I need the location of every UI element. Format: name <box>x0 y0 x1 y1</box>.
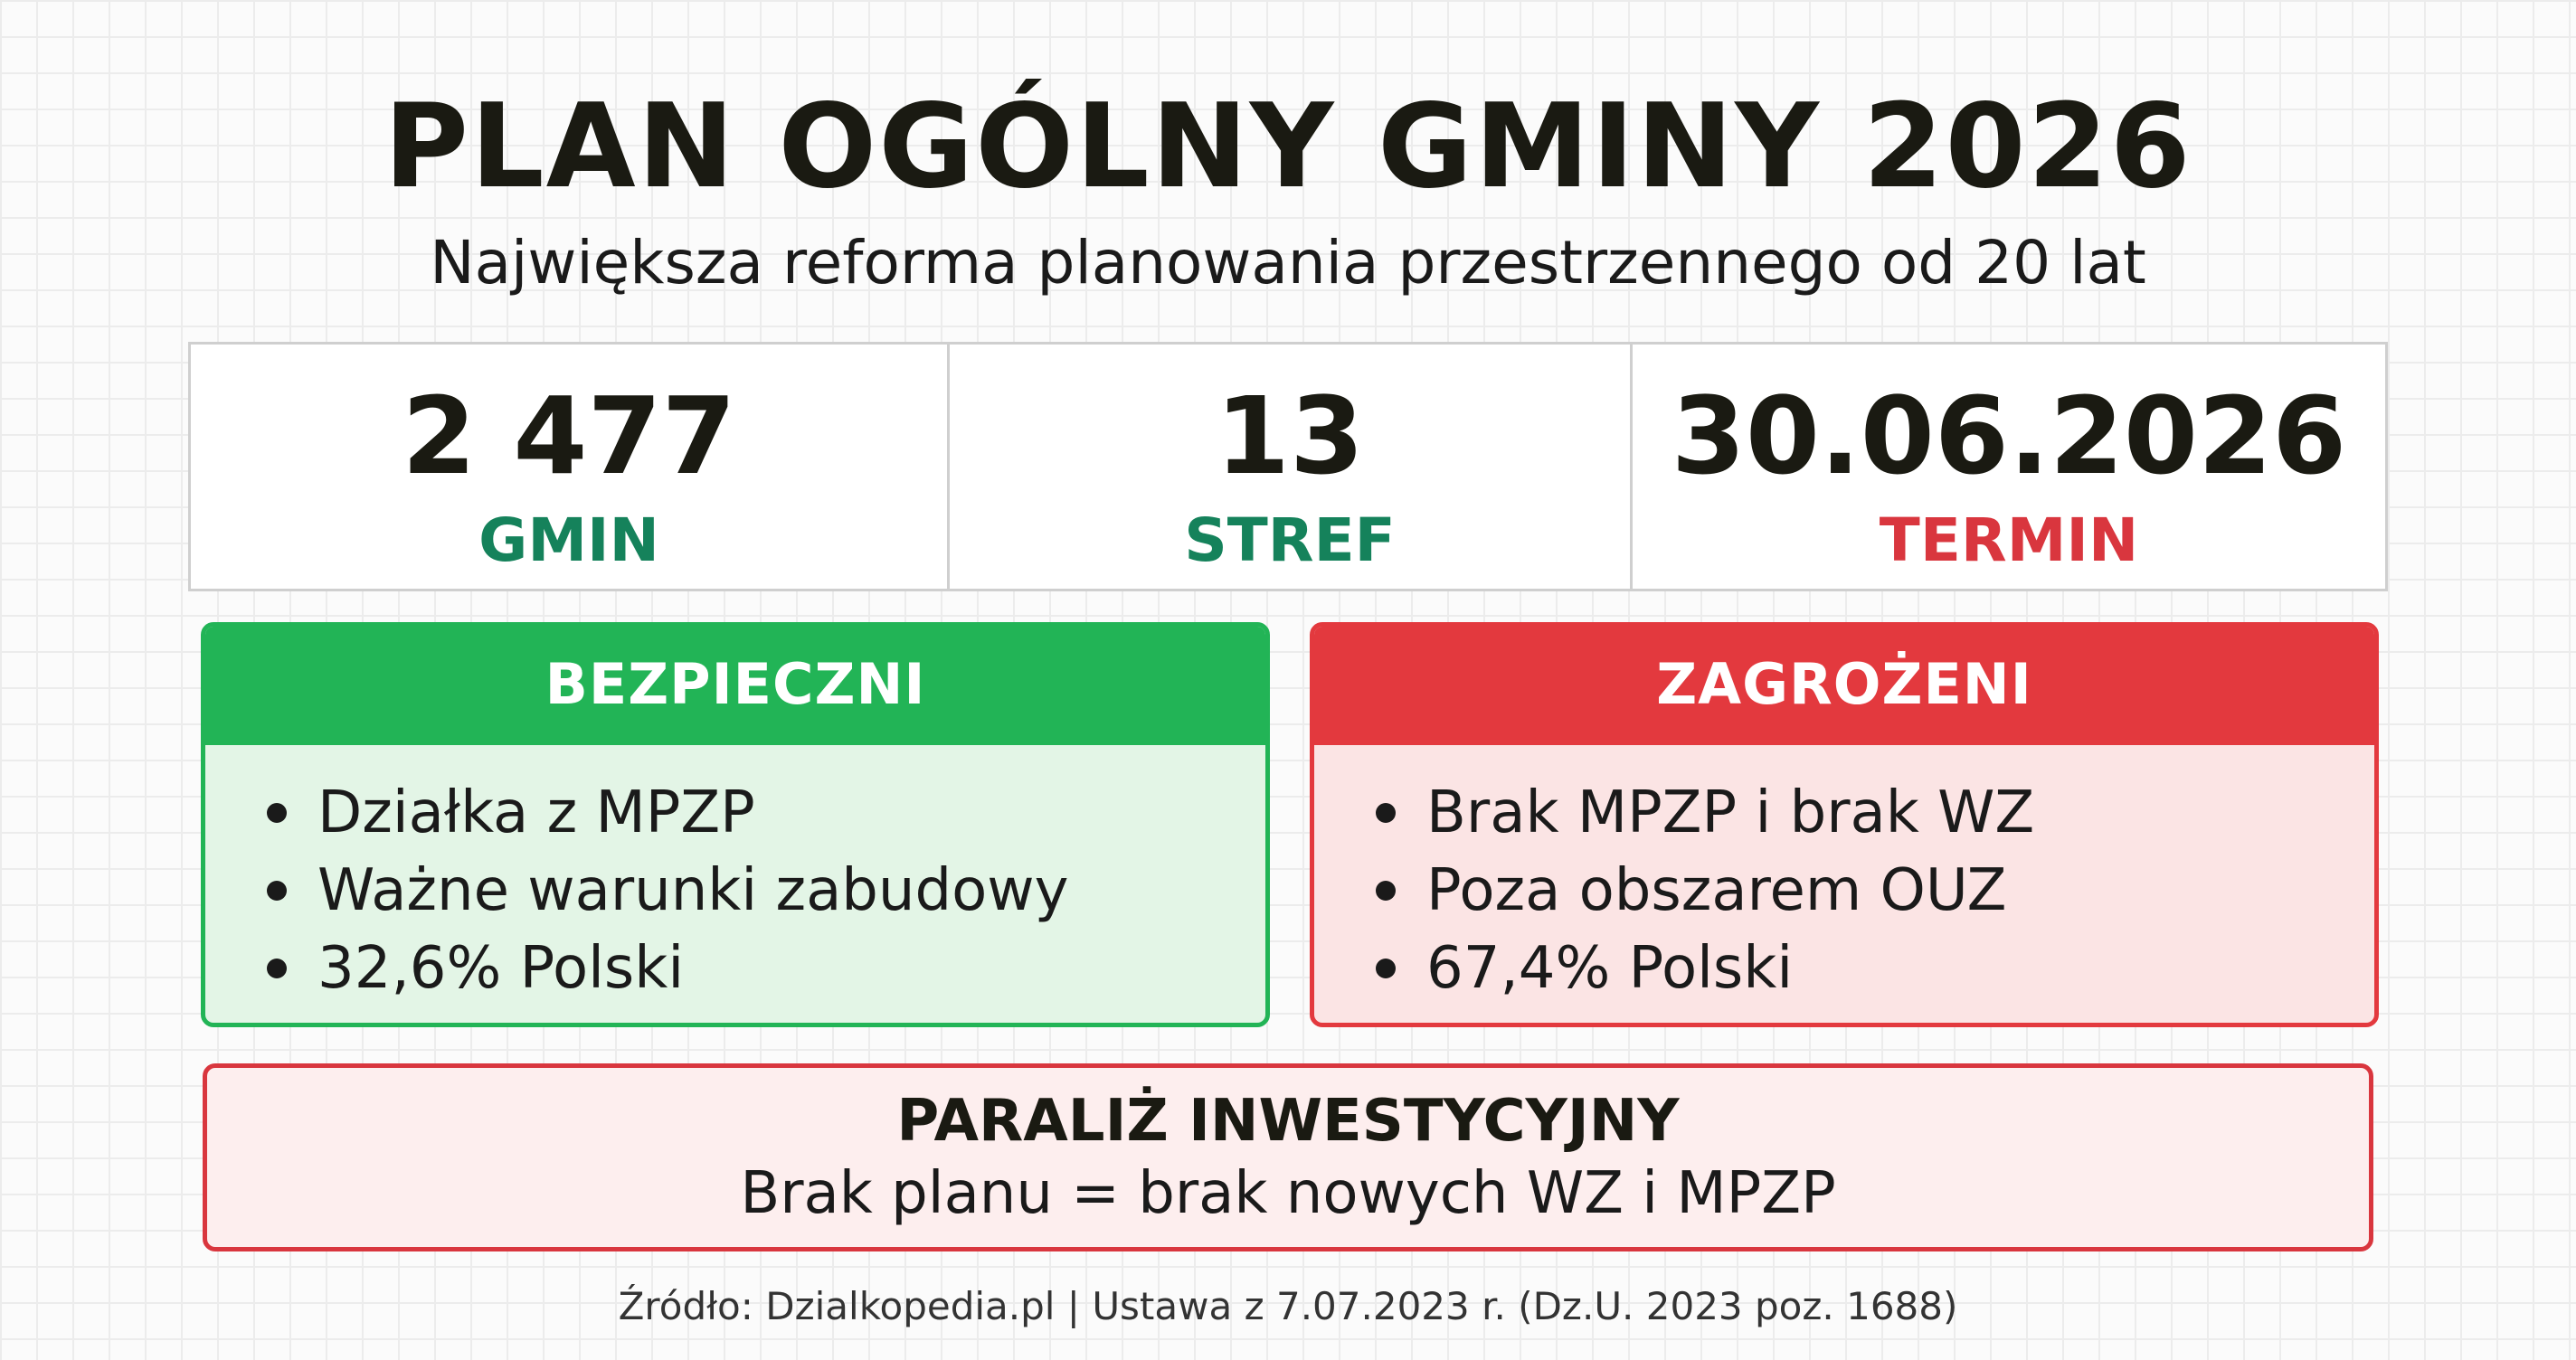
stat-stref: 13 STREF <box>947 345 1630 589</box>
bullet-icon <box>267 803 287 823</box>
bullet-icon <box>1376 803 1396 823</box>
stats-bar: 2 477 GMIN 13 STREF 30.06.2026 TERMIN <box>188 342 2388 591</box>
bullet-icon <box>1376 881 1396 901</box>
list-item: Ważne warunki zabudowy <box>260 852 1265 930</box>
stat-value: 13 <box>1215 373 1365 498</box>
safe-panel-title: BEZPIECZNI <box>205 627 1265 745</box>
safe-list: Działka z MPZP Ważne warunki zabudowy 32… <box>205 745 1265 1007</box>
bullet-icon <box>1376 959 1396 978</box>
stat-gmin: 2 477 GMIN <box>191 345 947 589</box>
source-footer: Źródło: Dzialkopedia.pl | Ustawa z 7.07.… <box>618 1284 1958 1328</box>
list-item-text: Działka z MPZP <box>317 779 755 846</box>
safe-panel: BEZPIECZNI Działka z MPZP Ważne warunki … <box>201 622 1270 1027</box>
bullet-icon <box>267 881 287 901</box>
page-subtitle: Największa reforma planowania przestrzen… <box>430 228 2146 298</box>
paralysis-title: PARALIŻ INWESTYCYJNY <box>896 1088 1680 1155</box>
page-title: PLAN OGÓLNY GMINY 2026 <box>384 80 2192 214</box>
list-item-text: 32,6% Polski <box>317 935 685 1002</box>
stat-value: 30.06.2026 <box>1671 373 2347 498</box>
list-item-text: Brak MPZP i brak WZ <box>1426 779 2035 846</box>
list-item: Brak MPZP i brak WZ <box>1368 774 2374 852</box>
paralysis-box: PARALIŻ INWESTYCYJNY Brak planu = brak n… <box>203 1063 2373 1251</box>
stat-label: STREF <box>1184 505 1396 575</box>
list-item-text: 67,4% Polski <box>1426 935 1794 1002</box>
list-item: Poza obszarem OUZ <box>1368 852 2374 930</box>
list-item-text: Ważne warunki zabudowy <box>317 857 1069 924</box>
stat-label: GMIN <box>478 505 659 575</box>
bullet-icon <box>267 959 287 978</box>
danger-panel: ZAGROŻENI Brak MPZP i brak WZ Poza obsza… <box>1310 622 2379 1027</box>
stat-label: TERMIN <box>1879 505 2139 575</box>
danger-panel-title: ZAGROŻENI <box>1314 627 2374 745</box>
stat-termin: 30.06.2026 TERMIN <box>1630 345 2385 589</box>
list-item: Działka z MPZP <box>260 774 1265 852</box>
list-item: 67,4% Polski <box>1368 930 2374 1007</box>
danger-list: Brak MPZP i brak WZ Poza obszarem OUZ 67… <box>1314 745 2374 1007</box>
list-item-text: Poza obszarem OUZ <box>1426 857 2007 924</box>
list-item: 32,6% Polski <box>260 930 1265 1007</box>
paralysis-text: Brak planu = brak nowych WZ i MPZP <box>740 1160 1836 1227</box>
stat-value: 2 477 <box>402 373 736 498</box>
